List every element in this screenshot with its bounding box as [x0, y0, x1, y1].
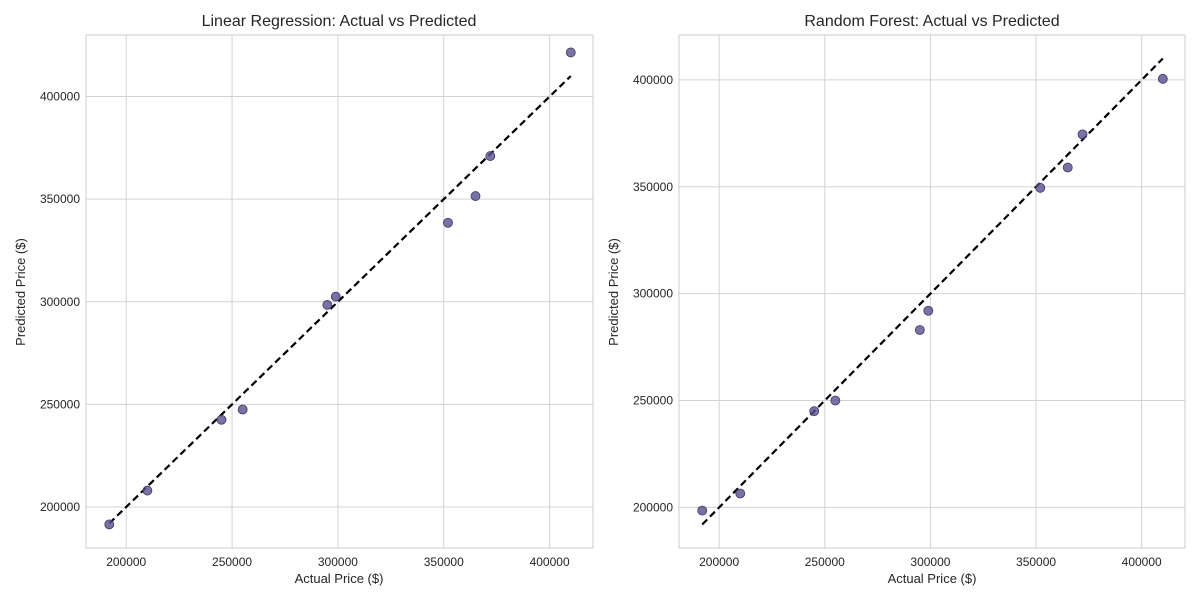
y-axis-label: Predicted Price ($): [13, 238, 28, 346]
data-point: [142, 485, 153, 496]
chart-linear-regression: Linear Regression: Actual vs Predicted 2…: [13, 13, 594, 586]
y-tick-label: 300000: [633, 287, 673, 301]
data-point: [1062, 162, 1073, 173]
x-tick-label: 400000: [530, 555, 570, 569]
x-tick-label: 250000: [212, 555, 252, 569]
chart-title: Linear Regression: Actual vs Predicted: [202, 13, 477, 30]
reference-line: [701, 57, 1164, 526]
plot-frame: [678, 34, 1186, 549]
data-point: [104, 519, 115, 530]
grid: [86, 35, 593, 548]
x-tick-label: 200000: [699, 555, 739, 569]
x-tick-label: 300000: [910, 555, 950, 569]
x-tick-label: 400000: [1122, 555, 1162, 569]
y-tick-label: 200000: [40, 500, 80, 514]
data-point: [830, 395, 841, 406]
x-axis-label: Actual Price ($): [295, 571, 384, 586]
data-point: [443, 217, 453, 228]
x-tick-label: 250000: [805, 555, 845, 569]
y-tick-label: 350000: [633, 180, 673, 194]
y-tick-label: 200000: [633, 500, 673, 514]
data-point: [923, 305, 934, 316]
x-tick-label: 300000: [318, 555, 358, 569]
y-tick-labels: 200000 250000 300000 350000 400000: [40, 90, 80, 514]
data-point: [565, 47, 576, 58]
x-axis-label: Actual Price ($): [888, 571, 977, 586]
data-point: [735, 488, 746, 499]
y-tick-label: 400000: [40, 90, 80, 104]
reference-line: [108, 75, 572, 525]
x-tick-labels: 200000 250000 300000 350000 400000: [699, 555, 1162, 569]
data-point: [470, 191, 481, 201]
x-tick-labels: 200000 250000 300000 350000 400000: [106, 555, 570, 569]
y-tick-label: 300000: [40, 295, 80, 309]
y-tick-label: 350000: [40, 192, 80, 206]
data-point: [914, 325, 925, 335]
data-point: [1077, 129, 1088, 140]
x-tick-label: 200000: [106, 555, 146, 569]
data-points: [104, 47, 576, 530]
data-point: [809, 406, 820, 417]
x-tick-label: 350000: [1016, 555, 1056, 569]
y-tick-labels: 200000 250000 300000 350000 400000: [633, 73, 673, 515]
data-point: [237, 404, 248, 415]
data-point: [697, 505, 708, 516]
y-tick-label: 250000: [40, 397, 80, 411]
data-point: [1035, 182, 1046, 193]
y-axis-label: Predicted Price ($): [606, 238, 621, 346]
diagonal-reference-line: [108, 75, 572, 525]
x-tick-label: 350000: [424, 555, 464, 569]
data-point: [216, 414, 227, 425]
data-point: [322, 299, 333, 310]
y-tick-label: 250000: [633, 394, 673, 408]
data-point: [1157, 73, 1168, 84]
grid: [679, 35, 1185, 548]
plot-frame: [85, 34, 594, 549]
chart-random-forest: Random Forest: Actual vs Predicted 20000…: [606, 13, 1186, 586]
y-tick-label: 400000: [633, 73, 673, 87]
diagonal-reference-line: [701, 57, 1164, 526]
chart-title: Random Forest: Actual vs Predicted: [804, 13, 1059, 30]
data-point: [330, 291, 341, 302]
data-points: [697, 73, 1168, 516]
data-point: [485, 151, 496, 161]
